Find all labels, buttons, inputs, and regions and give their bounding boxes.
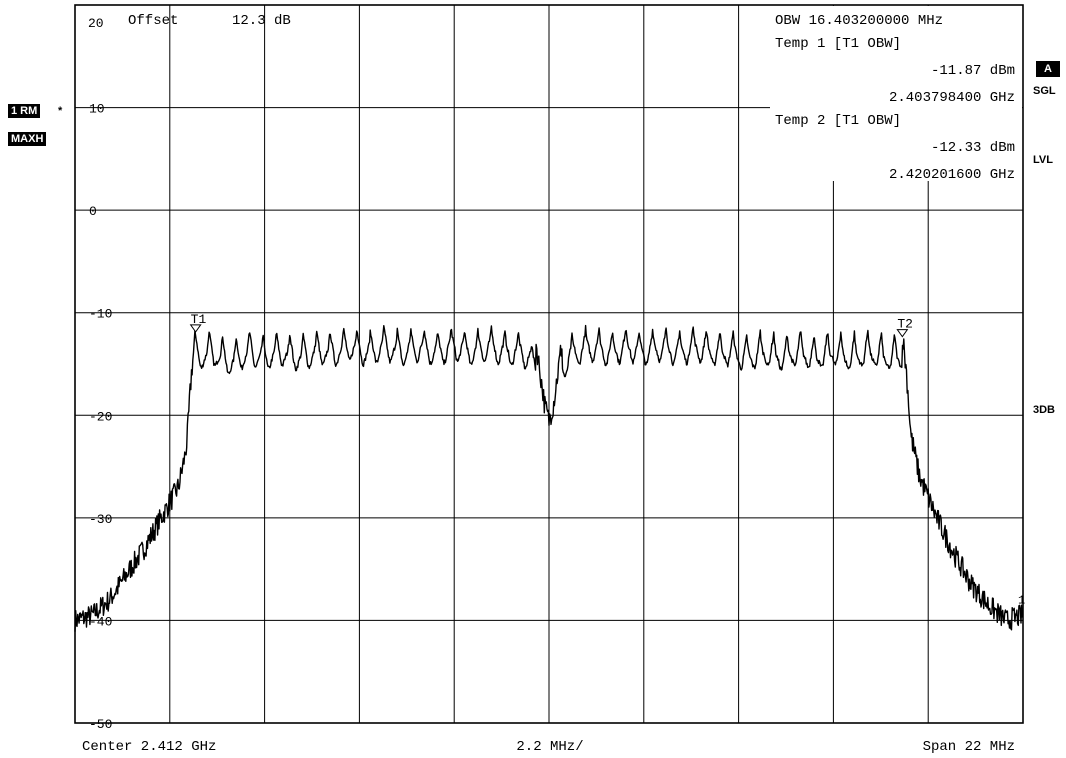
level-badge: LVL — [1033, 154, 1053, 166]
temp2-frequency: 2.420201600 GHz — [889, 167, 1015, 183]
temp2-level: -12.33 dBm — [931, 140, 1015, 156]
marker-t1-label: T1 — [191, 312, 207, 327]
y-tick-label: -20 — [89, 409, 112, 424]
y-tick-label: -50 — [89, 717, 112, 732]
trace-star-indicator: * — [58, 105, 63, 117]
temp1-label: Temp 1 [T1 OBW] — [775, 36, 901, 52]
frequency-division-label: 2.2 MHz/ — [516, 739, 583, 755]
marker-layer: T1 T2 1 — [189, 312, 1025, 607]
marker-t2-label: T2 — [897, 317, 913, 332]
offset-value: 12.3 dB — [232, 13, 291, 29]
spectrum-trace — [74, 324, 1024, 632]
y-tick-label: -30 — [89, 512, 112, 527]
temp1-frequency: 2.403798400 GHz — [889, 90, 1015, 106]
marker-t2-triangle — [896, 329, 909, 338]
3db-bandwidth-badge: 3DB — [1033, 404, 1056, 416]
span-label: Span 22 MHz — [923, 739, 1015, 755]
y-tick-label: -10 — [89, 307, 112, 322]
single-sweep-badge: SGL — [1033, 85, 1056, 97]
trace-1-end-label: 1 — [1018, 593, 1025, 607]
temp2-label: Temp 2 [T1 OBW] — [775, 113, 901, 129]
ref-level-label: 20 — [88, 16, 104, 31]
marker-t1-triangle — [189, 324, 202, 333]
info-box-bg — [770, 6, 1022, 181]
temp1-level: -11.87 dBm — [931, 63, 1015, 79]
screen-a-badge: A — [1036, 61, 1060, 77]
offset-label: Offset — [128, 13, 178, 29]
trace-mode-badge: 1 RM — [8, 104, 41, 118]
detector-badge: MAXH — [8, 132, 47, 146]
y-tick-label: 0 — [89, 204, 97, 219]
y-tick-label: 10 — [89, 102, 105, 117]
center-frequency-label: Center 2.412 GHz — [82, 739, 216, 755]
obw-readout: OBW 16.403200000 MHz — [775, 13, 943, 29]
y-tick-labels: 10 0 -10 -20 -30 -40 -50 — [89, 102, 112, 732]
y-tick-label: -40 — [89, 614, 112, 629]
